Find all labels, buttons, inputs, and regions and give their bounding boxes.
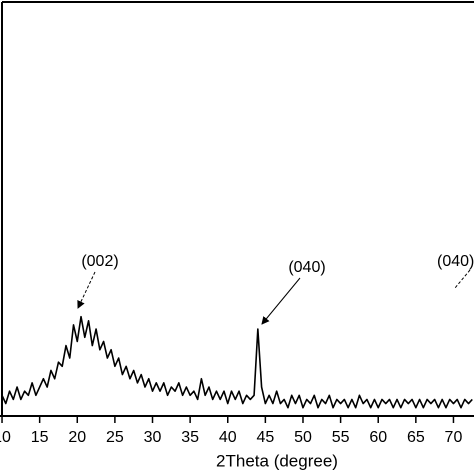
annotation: (002) [81,253,118,270]
x-tick-label: 45 [256,429,274,446]
xrd-line [1,315,473,409]
arrow [454,269,471,289]
annotation: (040) [288,259,325,276]
x-tick-label: 40 [219,429,237,446]
x-tick-label: 65 [407,429,425,446]
x-tick-label: 30 [144,429,162,446]
x-tick-label: 15 [31,429,49,446]
x-tick-label: 10 [0,429,11,446]
annotation: (040) [437,253,474,270]
x-tick-label: 50 [294,429,312,446]
x-tick-label: 60 [369,429,387,446]
arrow [77,271,96,309]
x-axis-title: 2Theta (degree) [216,451,338,470]
x-tick-label: 25 [106,429,124,446]
x-tick-label: 35 [181,429,199,446]
x-tick-label: 70 [445,429,463,446]
x-tick-label: 55 [332,429,350,446]
x-tick-label: 20 [68,429,86,446]
arrow [261,277,301,325]
